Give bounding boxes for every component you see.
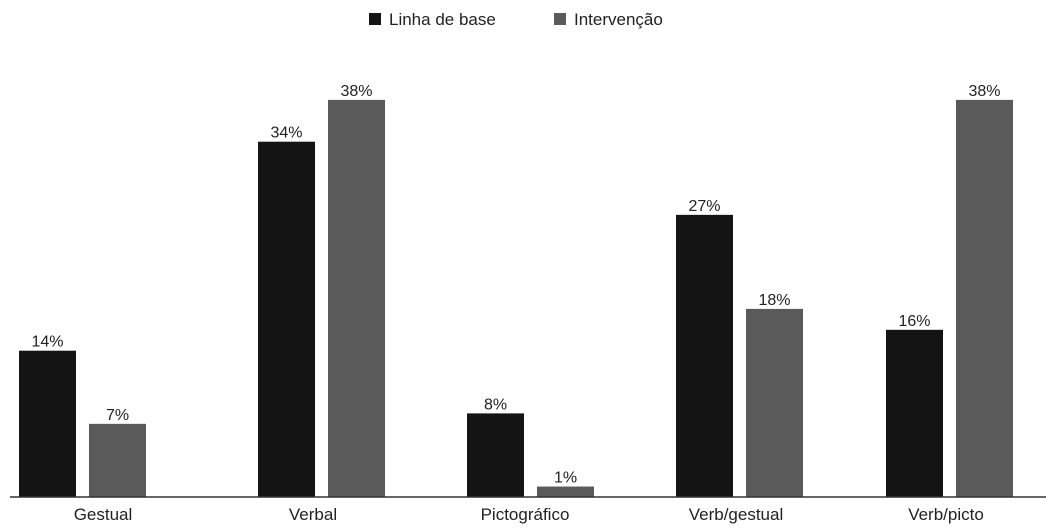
data-label-linha-de-base-2: 8% xyxy=(484,396,507,413)
bars-group xyxy=(19,99,1013,498)
data-label-intervencao-3: 18% xyxy=(758,292,790,309)
data-label-linha-de-base-3: 27% xyxy=(688,198,720,215)
bar-intervencao-2 xyxy=(537,486,594,497)
data-label-linha-de-base-0: 14% xyxy=(31,334,63,351)
bar-linha-de-base-0 xyxy=(19,350,76,497)
x-tick-label-2: Pictográfico xyxy=(481,505,570,524)
bar-intervencao-4 xyxy=(956,99,1013,498)
data-label-intervencao-0: 7% xyxy=(106,407,129,424)
legend-label-intervencao: Intervenção xyxy=(574,10,663,29)
legend: Linha de base Intervenção xyxy=(369,10,663,29)
legend-swatch-linha-de-base xyxy=(369,13,381,25)
bar-linha-de-base-4 xyxy=(886,329,943,497)
data-labels-group: 14% 7% 34% 38% 8% 1% 27% 18% 16% 38% xyxy=(31,83,1000,487)
bar-intervencao-1 xyxy=(328,99,385,498)
bar-intervencao-3 xyxy=(746,308,803,497)
x-tick-label-3: Verb/gestual xyxy=(689,505,784,524)
x-tick-label-0: Gestual xyxy=(74,505,133,524)
data-label-intervencao-1: 38% xyxy=(340,83,372,100)
data-label-linha-de-base-4: 16% xyxy=(898,313,930,330)
x-tick-label-1: Verbal xyxy=(289,505,337,524)
x-tick-label-4: Verb/picto xyxy=(908,505,984,524)
bar-linha-de-base-2 xyxy=(467,413,524,497)
data-label-linha-de-base-1: 34% xyxy=(270,125,302,142)
data-label-intervencao-4: 38% xyxy=(968,83,1000,100)
legend-swatch-intervencao xyxy=(554,13,566,25)
legend-label-linha-de-base: Linha de base xyxy=(389,10,496,29)
data-label-intervencao-2: 1% xyxy=(554,470,577,487)
x-tick-labels: Gestual Verbal Pictográfico Verb/gestual Ver… xyxy=(74,505,984,524)
bar-linha-de-base-3 xyxy=(676,214,733,497)
bar-linha-de-base-1 xyxy=(258,141,315,497)
bar-intervencao-0 xyxy=(89,423,146,497)
